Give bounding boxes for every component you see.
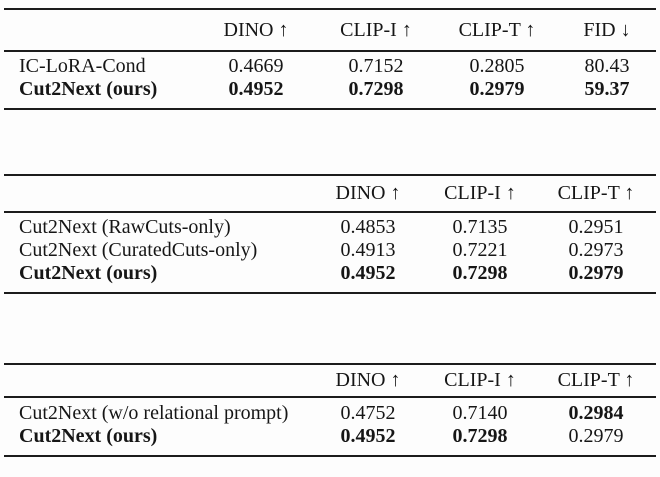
- cell-dino: 0.4952: [228, 78, 284, 100]
- cell-clip-i: 0.7298: [452, 425, 508, 447]
- header-cell-empty: [4, 364, 312, 398]
- cell-clip-i: 0.7298: [452, 262, 508, 284]
- header-cell-dino: DINO ↑: [196, 9, 316, 52]
- header-cell-empty: [4, 9, 196, 52]
- table-prompt-ablation: DINO ↑ CLIP-I ↑ CLIP-T ↑ Cut2Next (w/o r…: [4, 363, 656, 457]
- row-label: Cut2Next (w/o relational prompt): [19, 402, 289, 424]
- header-cell-dino: DINO ↑: [312, 175, 424, 213]
- cell-clip-i: 0.7135: [452, 216, 508, 238]
- row-label: Cut2Next (ours): [19, 425, 158, 447]
- row-label: Cut2Next (ours): [19, 78, 158, 100]
- table-row-ic-lora-cond: IC-LoRA-Cond 0.4669 0.7152 0.2805 80.43: [4, 51, 656, 78]
- table-row-cut2next-ours: Cut2Next (ours) 0.4952 0.7298 0.2979 59.…: [4, 78, 656, 109]
- cell-clip-i: 0.7298: [348, 78, 404, 100]
- table-row-rawcuts-only: Cut2Next (RawCuts-only) 0.4853 0.7135 0.…: [4, 212, 656, 239]
- header-cell-dino: DINO ↑: [312, 364, 424, 398]
- header-cell-clip-t: CLIP-T ↑: [536, 175, 656, 213]
- header-cell-clip-t: CLIP-T ↑: [436, 9, 558, 52]
- header-cell-empty: [4, 175, 312, 213]
- cell-dino: 0.4752: [340, 402, 396, 424]
- cell-clip-i: 0.7152: [348, 55, 404, 77]
- header-row: DINO ↑ CLIP-I ↑ CLIP-T ↑ FID ↓: [4, 9, 656, 52]
- cell-clip-t: 0.2973: [568, 239, 624, 261]
- header-row: DINO ↑ CLIP-I ↑ CLIP-T ↑: [4, 364, 656, 398]
- cell-clip-i: 0.7140: [452, 402, 508, 424]
- header-cell-clip-t: CLIP-T ↑: [536, 364, 656, 398]
- cell-fid: 80.43: [584, 55, 630, 77]
- row-label: Cut2Next (ours): [19, 262, 158, 284]
- header-cell-clip-i: CLIP-I ↑: [424, 175, 536, 213]
- paper-results-tables: DINO ↑ CLIP-I ↑ CLIP-T ↑ FID ↓ IC-LoRA-C…: [0, 8, 660, 457]
- cell-clip-t: 0.2984: [568, 402, 624, 424]
- header-row: DINO ↑ CLIP-I ↑ CLIP-T ↑: [4, 175, 656, 213]
- cell-clip-t: 0.2805: [469, 55, 525, 77]
- table-row-curatedcuts-only: Cut2Next (CuratedCuts-only) 0.4913 0.722…: [4, 239, 656, 262]
- table-row-wo-relational-prompt: Cut2Next (w/o relational prompt) 0.4752 …: [4, 397, 656, 425]
- header-cell-fid: FID ↓: [558, 9, 656, 52]
- table-row-cut2next-ours: Cut2Next (ours) 0.4952 0.7298 0.2979: [4, 425, 656, 456]
- cell-dino: 0.4853: [340, 216, 396, 238]
- row-label: IC-LoRA-Cond: [19, 55, 146, 77]
- row-label: Cut2Next (CuratedCuts-only): [19, 239, 258, 261]
- header-cell-clip-i: CLIP-I ↑: [424, 364, 536, 398]
- cell-dino: 0.4952: [340, 262, 396, 284]
- cell-clip-t: 0.2951: [568, 216, 624, 238]
- table-data-ablation: DINO ↑ CLIP-I ↑ CLIP-T ↑ Cut2Next (RawCu…: [4, 174, 656, 294]
- header-cell-clip-i: CLIP-I ↑: [316, 9, 436, 52]
- cell-clip-t: 0.2979: [469, 78, 525, 100]
- cell-dino: 0.4669: [228, 55, 284, 77]
- cell-clip-i: 0.7221: [452, 239, 508, 261]
- cell-dino: 0.4913: [340, 239, 396, 261]
- table-row-cut2next-ours: Cut2Next (ours) 0.4952 0.7298 0.2979: [4, 262, 656, 293]
- cell-fid: 59.37: [584, 78, 630, 100]
- cell-dino: 0.4952: [340, 425, 396, 447]
- table-baseline-comparison: DINO ↑ CLIP-I ↑ CLIP-T ↑ FID ↓ IC-LoRA-C…: [4, 8, 656, 110]
- row-label: Cut2Next (RawCuts-only): [19, 216, 231, 238]
- cell-clip-t: 0.2979: [568, 425, 624, 447]
- cell-clip-t: 0.2979: [568, 262, 624, 284]
